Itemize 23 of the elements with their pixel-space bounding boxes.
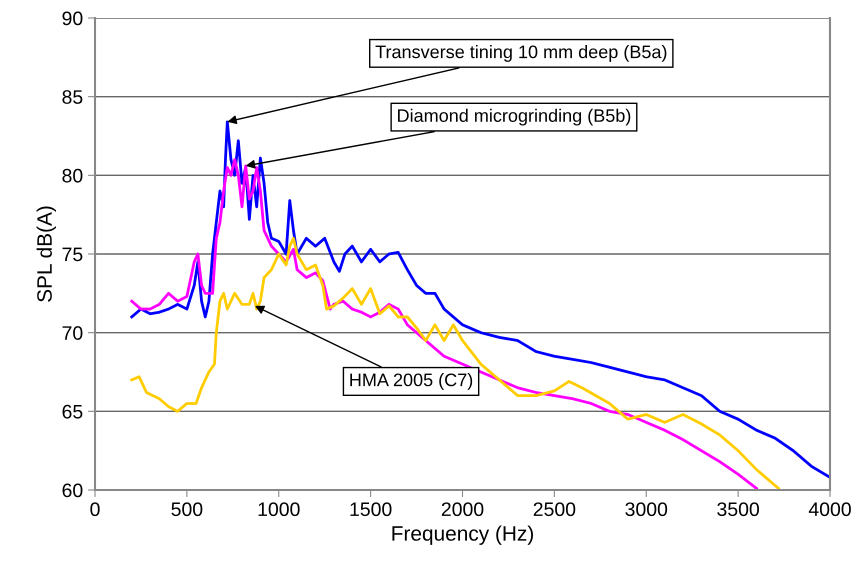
- x-tick-label: 2500: [534, 502, 576, 516]
- y-axis-title: SPL dB(A): [36, 206, 56, 302]
- y-tick-label: 60: [62, 483, 82, 498]
- line-series: [130, 158, 758, 490]
- annotation: HMA 2005 (C7): [350, 373, 472, 390]
- y-tick-label: 75: [62, 248, 82, 262]
- x-tick-label: 2000: [442, 502, 484, 516]
- y-tick-label: 80: [62, 168, 82, 183]
- y-tick-label: 65: [62, 404, 82, 419]
- x-tick-label: 3500: [717, 502, 759, 516]
- x-tick-label: 3000: [625, 502, 668, 516]
- annotation: Transverse tining 10 mm deep (B5a): [376, 44, 666, 62]
- y-tick-label: 85: [62, 90, 82, 104]
- y-tick-label: 90: [62, 11, 82, 26]
- x-tick-label: 1500: [350, 502, 392, 516]
- x-tick-label: 4000: [808, 502, 851, 516]
- y-tick-label: 70: [62, 326, 82, 340]
- x-tick-label: 500: [171, 502, 202, 516]
- x-tick-label: 0: [90, 502, 100, 516]
- annotation: Diamond microgrinding (B5b): [398, 108, 630, 126]
- x-tick-label: 1000: [258, 502, 300, 516]
- line-series: [130, 236, 780, 490]
- x-axis-title: Frequency (Hz): [392, 525, 533, 545]
